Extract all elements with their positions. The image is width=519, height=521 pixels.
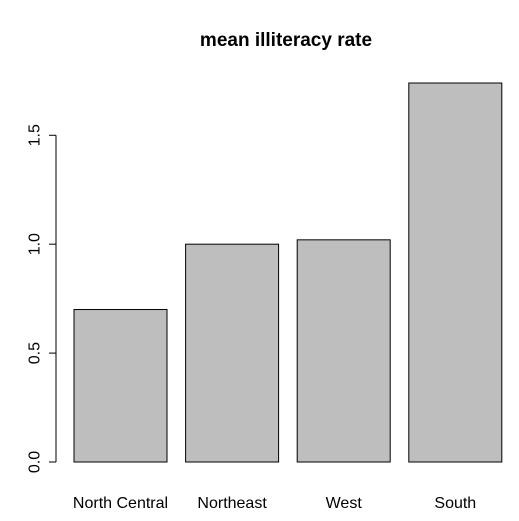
y-tick-label: 0.5: [27, 342, 44, 364]
x-tick-label: North Central: [73, 495, 168, 512]
bars: [73, 82, 503, 463]
bar-northeast: [185, 243, 280, 463]
y-tick-label: 1.5: [27, 124, 44, 146]
bar-west: [296, 239, 391, 463]
x-tick-label: South: [434, 495, 476, 512]
x-tick-label: West: [326, 495, 363, 512]
y-tick-label: 0.0: [27, 451, 44, 473]
bar-north-central: [73, 309, 168, 463]
x-tick-label: Northeast: [197, 495, 267, 512]
chart-title: mean illiteracy rate: [200, 30, 372, 51]
y-tick-label: 1.0: [27, 233, 44, 255]
bar-south: [408, 82, 503, 463]
x-axis-labels: North Central Northeast West South: [73, 495, 476, 512]
y-axis: 0.0 0.5 1.0 1.5: [27, 124, 57, 473]
